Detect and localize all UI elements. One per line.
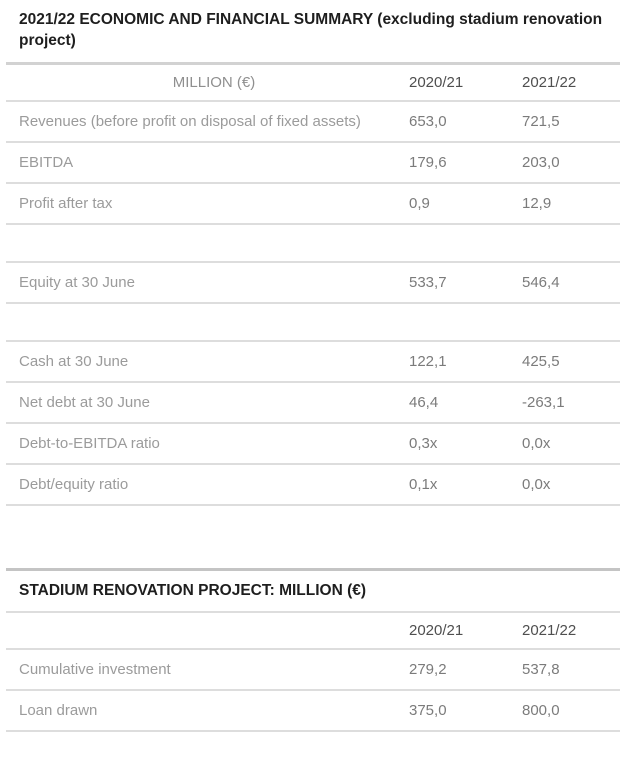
row-value-2021-22: -263,1	[522, 394, 565, 411]
stadium-renovation-table: STADIUM RENOVATION PROJECT: MILLION (€) …	[6, 568, 620, 732]
table-row: Equity at 30 June 533,7 546,4	[6, 263, 620, 304]
row-value-2021-22: 546,4	[522, 274, 560, 291]
column-header-million-eur: MILLION (€)	[172, 74, 256, 91]
row-value-2021-22: 0,0x	[522, 476, 551, 493]
table-row	[6, 304, 620, 342]
row-value-2021-22: 0,0x	[522, 435, 551, 452]
row-value-2020-21: 46,4	[409, 394, 439, 411]
table-row: Net debt at 30 June 46,4 -263,1	[6, 383, 620, 424]
row-label: Revenues (before profit on disposal of f…	[19, 113, 361, 130]
row-label: EBITDA	[19, 154, 74, 171]
table-row: EBITDA 179,6 203,0	[6, 143, 620, 184]
table-row	[6, 225, 620, 263]
row-value-2020-21: 122,1	[409, 353, 447, 370]
row-value-2020-21: 0,9	[409, 195, 430, 212]
column-header-2020-21: 2020/21	[409, 622, 464, 639]
table-row: Debt-to-EBITDA ratio 0,3x 0,0x	[6, 424, 620, 465]
row-label: Loan drawn	[19, 702, 98, 719]
row-value-2020-21: 375,0	[409, 702, 447, 719]
row-value-2021-22: 721,5	[522, 113, 560, 130]
column-header-2021-22: 2021/22	[522, 622, 577, 639]
stadium-section-title-row: STADIUM RENOVATION PROJECT: MILLION (€)	[6, 571, 620, 613]
row-value-2021-22: 537,8	[522, 661, 560, 678]
row-label: Cumulative investment	[19, 661, 171, 678]
table-row: Revenues (before profit on disposal of f…	[6, 102, 620, 143]
table-row: Cumulative investment 279,2 537,8	[6, 650, 620, 691]
stadium-table-header-row: 2020/21 2021/22	[6, 613, 620, 650]
row-value-2020-21: 279,2	[409, 661, 447, 678]
column-header-2020-21: 2020/21	[409, 74, 464, 91]
report-page: 2021/22 ECONOMIC AND FINANCIAL SUMMARY (…	[6, 11, 620, 732]
row-value-2020-21: 0,1x	[409, 476, 438, 493]
row-value-2020-21: 653,0	[409, 113, 447, 130]
table-row: Profit after tax 0,9 12,9	[6, 184, 620, 225]
row-label: Equity at 30 June	[19, 274, 135, 291]
summary-table-header-row: MILLION (€) 2020/21 2021/22	[6, 65, 620, 102]
row-value-2021-22: 800,0	[522, 702, 560, 719]
row-label: Debt/equity ratio	[19, 476, 129, 493]
table-row: Debt/equity ratio 0,1x 0,0x	[6, 465, 620, 506]
column-header-2021-22: 2021/22	[522, 74, 577, 91]
row-value-2020-21: 179,6	[409, 154, 447, 171]
row-value-2020-21: 533,7	[409, 274, 447, 291]
row-value-2021-22: 203,0	[522, 154, 560, 171]
row-label: Net debt at 30 June	[19, 394, 150, 411]
row-label: Cash at 30 June	[19, 353, 129, 370]
row-value-2021-22: 12,9	[522, 195, 552, 212]
table-row: Loan drawn 375,0 800,0	[6, 691, 620, 732]
table-row: Cash at 30 June 122,1 425,5	[6, 342, 620, 383]
row-value-2021-22: 425,5	[522, 353, 560, 370]
row-label: Debt-to-EBITDA ratio	[19, 435, 160, 452]
row-label: Profit after tax	[19, 195, 113, 212]
economic-summary-table: MILLION (€) 2020/21 2021/22 Revenues (be…	[6, 62, 620, 506]
page-title: 2021/22 ECONOMIC AND FINANCIAL SUMMARY (…	[19, 11, 603, 49]
stadium-section-title: STADIUM RENOVATION PROJECT: MILLION (€)	[19, 582, 367, 599]
row-value-2020-21: 0,3x	[409, 435, 438, 452]
